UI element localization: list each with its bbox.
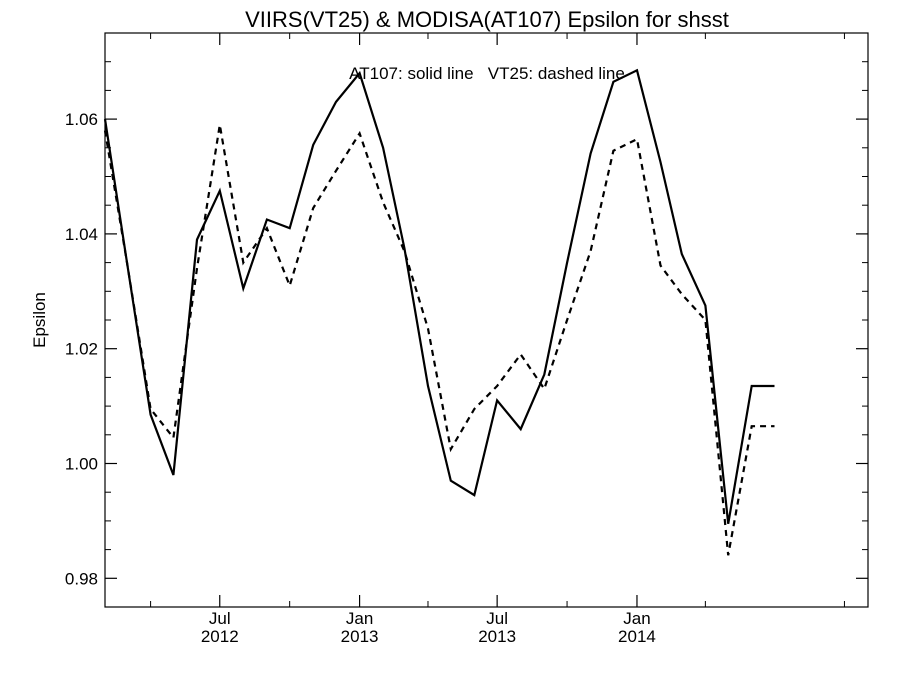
x-tick-label-year: 2014 — [618, 627, 656, 646]
y-tick-label: 1.06 — [65, 110, 98, 129]
y-tick-label: 1.00 — [65, 455, 98, 474]
chart-title: VIIRS(VT25) & MODISA(AT107) Epsilon for … — [245, 7, 729, 32]
series-lines — [103, 68, 775, 556]
y-tick-label: 1.04 — [65, 225, 98, 244]
x-tick-label-year: 2013 — [341, 627, 379, 646]
series-line-at107 — [103, 68, 775, 524]
y-tick-label: 0.98 — [65, 569, 98, 588]
x-tick-label-year: 2013 — [478, 627, 516, 646]
x-tick-label-month: Jan — [346, 609, 373, 628]
legend-annotation: AT107: solid line VT25: dashed line — [349, 64, 625, 83]
x-tick-label-month: Jul — [209, 609, 231, 628]
tick-labels: 0.981.001.021.041.06Jul2012Jan2013Jul201… — [65, 110, 656, 646]
y-tick-label: 1.02 — [65, 340, 98, 359]
x-tick-label-month: Jan — [623, 609, 650, 628]
y-axis-label: Epsilon — [30, 292, 49, 348]
series-line-vt25 — [103, 124, 775, 556]
plot-frame — [104, 32, 869, 608]
x-tick-label-year: 2012 — [201, 627, 239, 646]
axis-ticks — [105, 32, 868, 608]
x-tick-label-month: Jul — [486, 609, 508, 628]
